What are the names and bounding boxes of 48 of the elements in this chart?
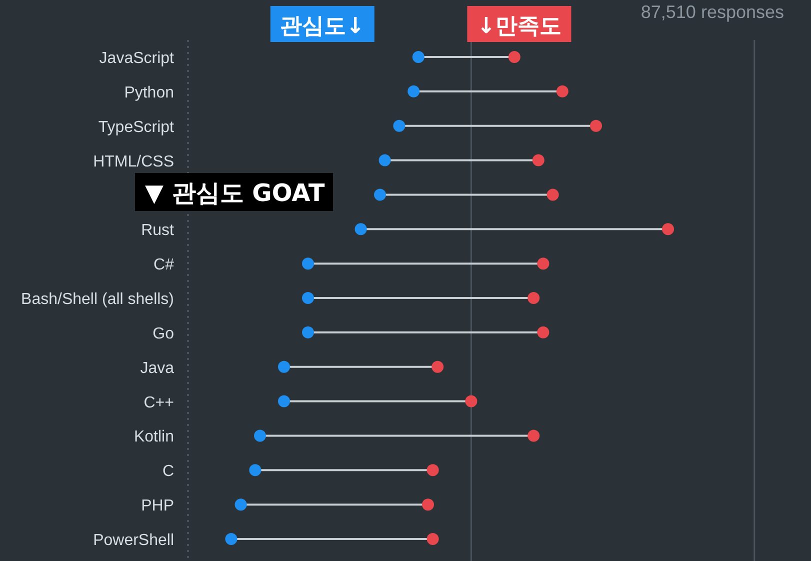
point bbox=[302, 258, 314, 270]
point bbox=[302, 292, 314, 304]
point bbox=[278, 395, 290, 408]
annotation: ▼ 관심도 GOAT bbox=[145, 179, 326, 207]
y-tick-label: Rust bbox=[141, 222, 175, 240]
y-tick-label: C++ bbox=[144, 394, 174, 412]
point bbox=[556, 85, 568, 98]
y-tick-label: Kotlin bbox=[134, 428, 174, 446]
point bbox=[662, 223, 674, 236]
point bbox=[249, 464, 262, 476]
point bbox=[528, 292, 540, 304]
point bbox=[354, 223, 367, 236]
point bbox=[532, 154, 544, 166]
point bbox=[254, 430, 266, 442]
point bbox=[378, 154, 391, 166]
point bbox=[508, 51, 520, 63]
point bbox=[426, 533, 439, 545]
y-tick-label: PHP bbox=[141, 498, 174, 515]
point bbox=[537, 258, 550, 270]
point bbox=[412, 51, 424, 63]
y-tick-label: Go bbox=[152, 325, 174, 342]
y-tick-label: Python bbox=[124, 84, 174, 102]
y-tick-label: HTML/CSS bbox=[93, 153, 174, 170]
y-tick-label: PowerShell bbox=[93, 532, 174, 549]
point bbox=[426, 464, 439, 476]
y-tick-label: JavaScript bbox=[99, 50, 175, 67]
point bbox=[465, 395, 478, 408]
point bbox=[393, 120, 406, 132]
y-tick-label: Java bbox=[140, 360, 174, 377]
point bbox=[432, 360, 444, 373]
point bbox=[234, 498, 247, 511]
text: 관심도↓ bbox=[280, 14, 365, 39]
point bbox=[528, 430, 540, 442]
point bbox=[537, 326, 550, 338]
series-label: ↓만족도 bbox=[476, 14, 562, 39]
point bbox=[374, 188, 386, 201]
point bbox=[422, 498, 434, 511]
point bbox=[278, 360, 290, 373]
point bbox=[546, 188, 559, 201]
point bbox=[408, 85, 420, 98]
text: 87,510 responses bbox=[640, 2, 784, 22]
point bbox=[302, 326, 314, 338]
point bbox=[225, 533, 238, 545]
y-tick-label: C bbox=[162, 463, 174, 480]
y-tick-label: C# bbox=[154, 256, 174, 274]
y-tick-label: Bash/Shell (all shells) bbox=[21, 291, 174, 308]
point bbox=[590, 120, 602, 132]
y-tick-label: TypeScript bbox=[98, 118, 175, 136]
